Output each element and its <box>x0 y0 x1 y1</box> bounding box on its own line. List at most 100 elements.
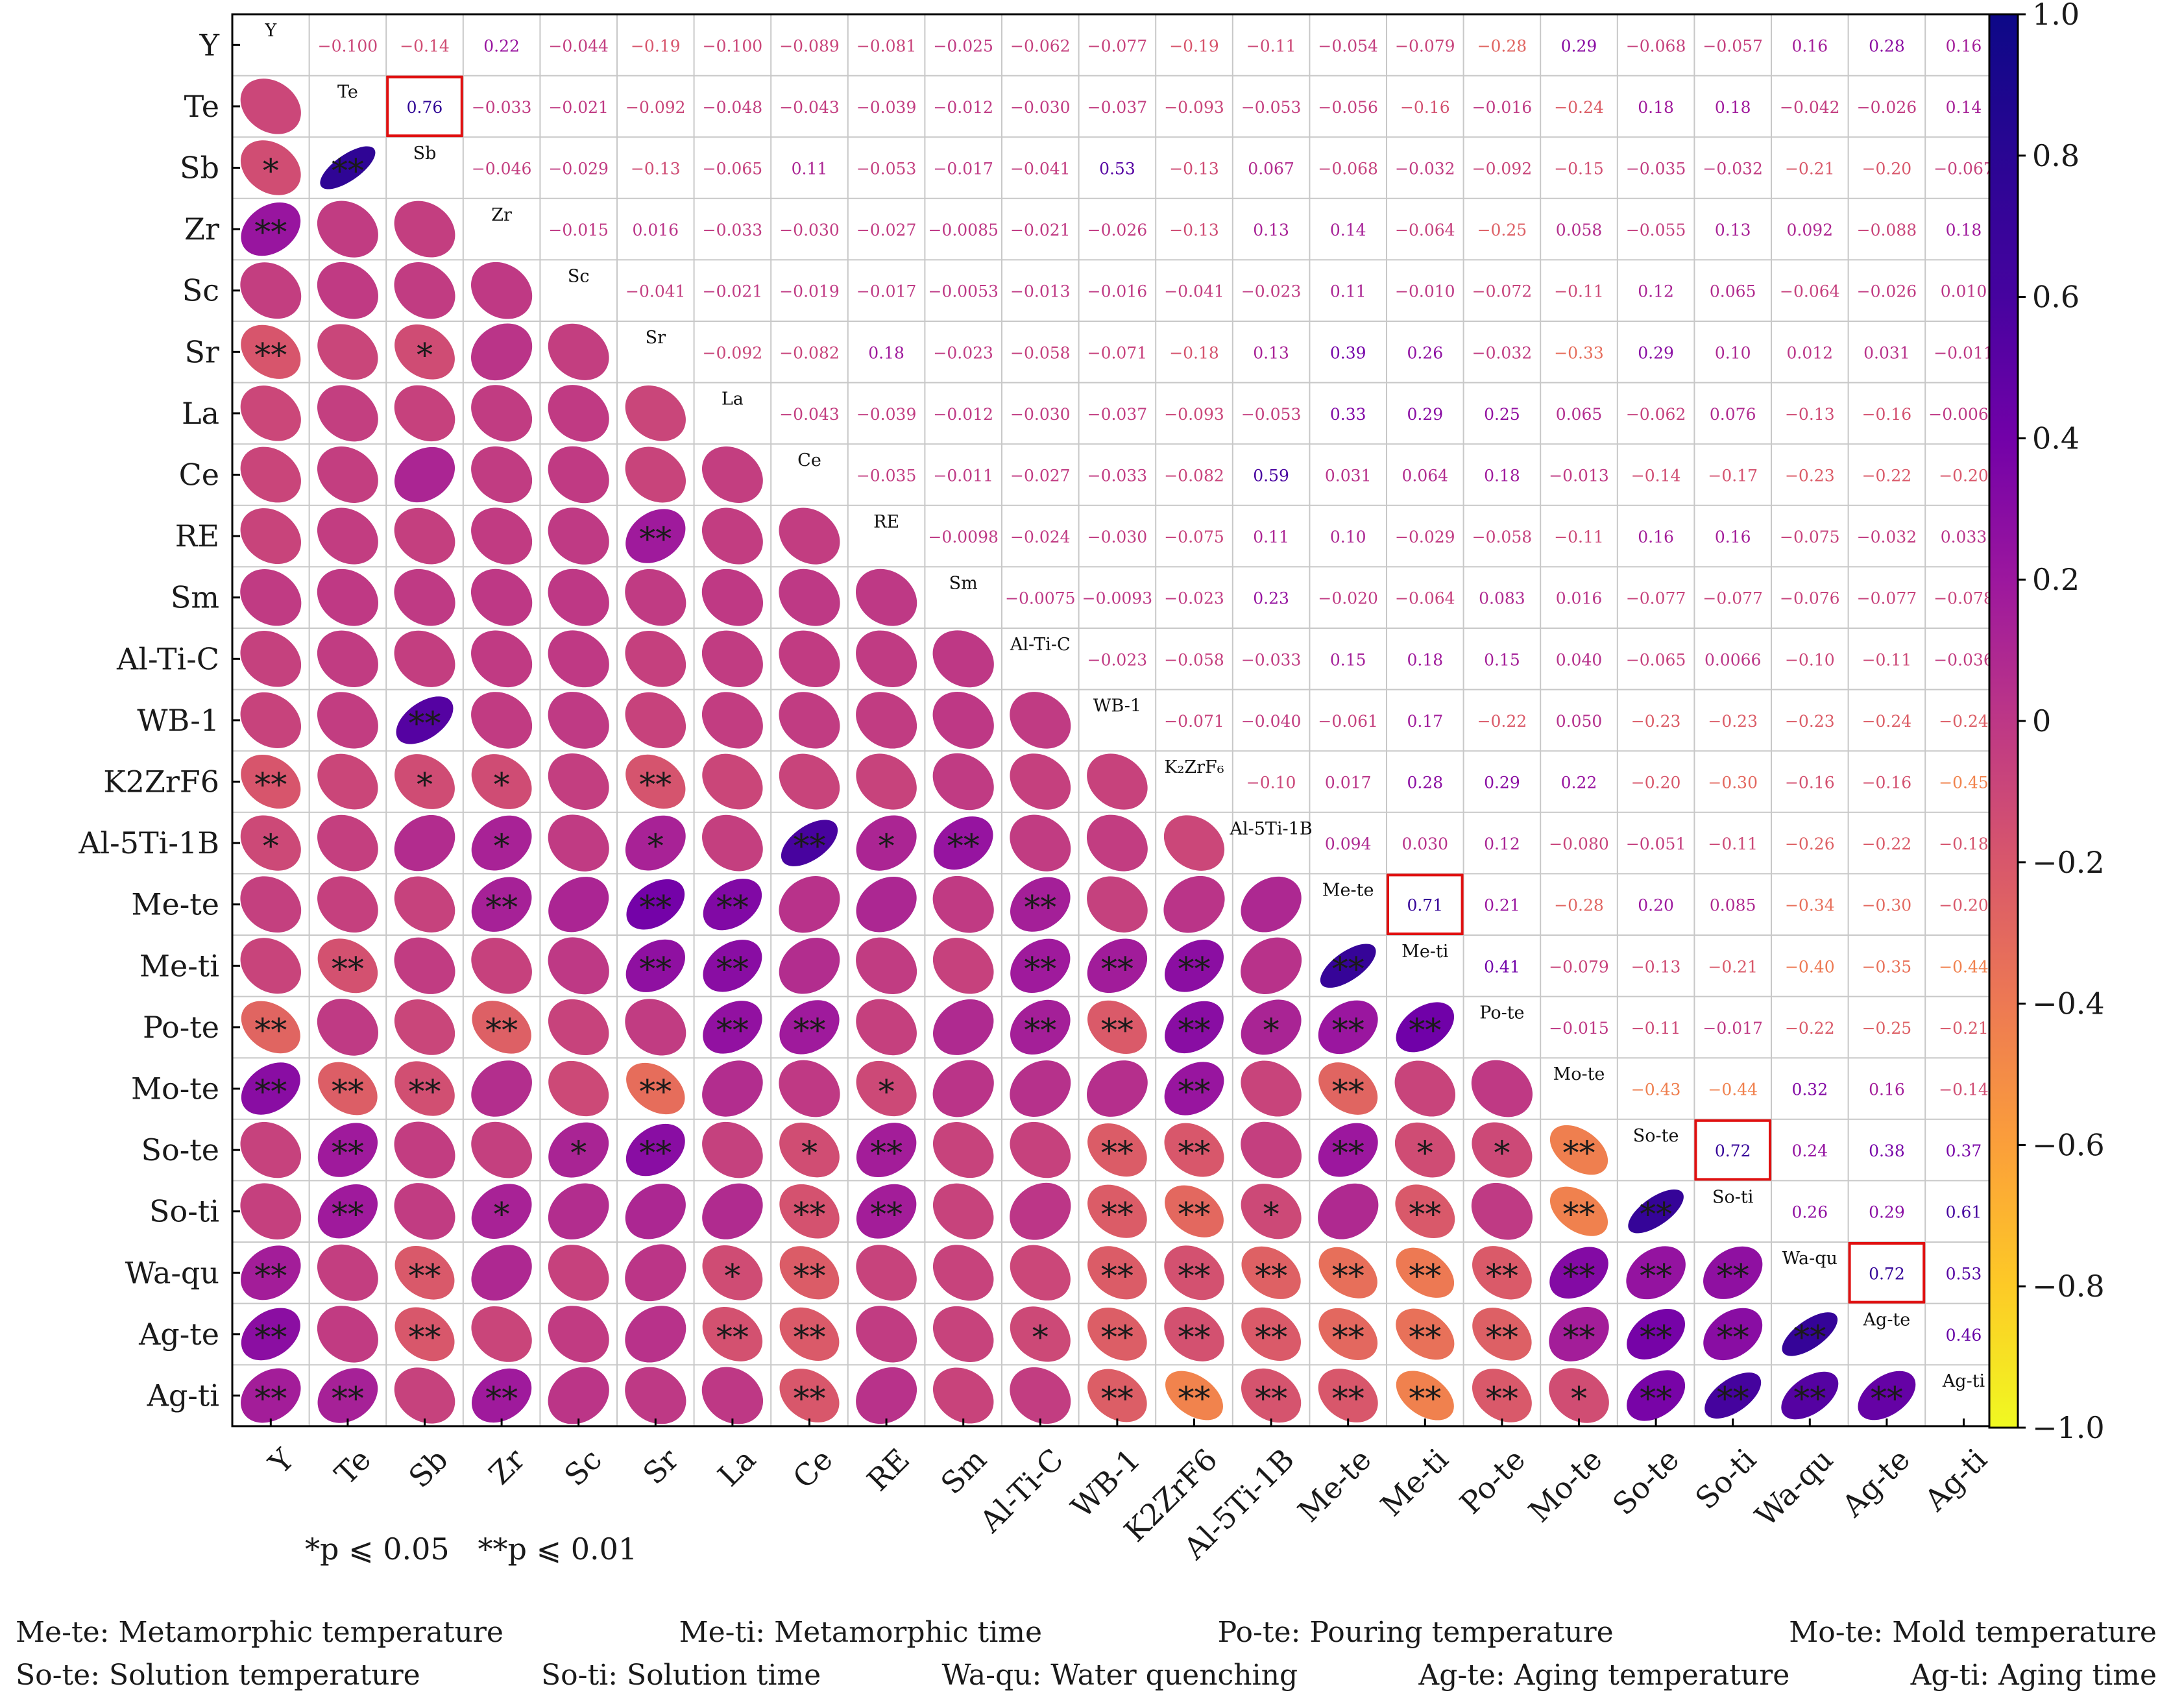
correlation-ellipse <box>548 814 609 872</box>
correlation-ellipse <box>317 876 378 933</box>
correlation-value: −0.18 <box>1939 835 1989 853</box>
significance-mark: ** <box>1563 1319 1595 1356</box>
correlation-ellipse <box>548 385 609 442</box>
correlation-value: 0.030 <box>1402 835 1449 853</box>
correlation-ellipse <box>1396 1002 1455 1053</box>
correlation-value: −0.013 <box>1549 467 1609 485</box>
correlation-ellipse <box>625 631 686 687</box>
significance-mark: ** <box>1640 1257 1672 1295</box>
correlation-ellipse <box>1318 1308 1378 1360</box>
correlation-value: 0.41 <box>1484 957 1520 976</box>
correlation-value: −0.033 <box>1087 467 1148 485</box>
x-tick-label: Wa-qu <box>1748 1442 1839 1533</box>
correlation-ellipse <box>1087 1369 1147 1422</box>
significance-mark: * <box>1263 1196 1280 1234</box>
correlation-ellipse <box>1627 1308 1686 1360</box>
correlation-value: −0.026 <box>1087 221 1148 239</box>
correlation-ellipse <box>240 631 302 687</box>
significance-mark: ** <box>1871 1380 1903 1418</box>
correlation-ellipse <box>548 937 609 995</box>
significance-mark: * <box>1494 1134 1510 1172</box>
significance-mark: * <box>417 336 433 374</box>
y-tick-label: Sc <box>182 273 219 308</box>
y-tick-label: Ce <box>179 458 219 493</box>
significance-mark: ** <box>332 1196 364 1234</box>
diagonal-label: Ag-ti <box>1942 1371 1985 1391</box>
correlation-ellipse <box>317 201 378 258</box>
correlation-ellipse <box>1395 1184 1455 1238</box>
correlation-value: −0.017 <box>1703 1019 1763 1038</box>
correlation-value: −0.037 <box>1087 98 1148 117</box>
correlation-value: 0.10 <box>1330 528 1366 546</box>
significance-mark: ** <box>639 950 672 988</box>
correlation-ellipse <box>1087 1000 1147 1055</box>
correlation-ellipse <box>1010 814 1071 872</box>
correlation-ellipse <box>932 1367 994 1424</box>
correlation-ellipse <box>1318 1369 1378 1422</box>
correlation-value: −0.043 <box>779 98 840 117</box>
significance-mark: ** <box>1101 1380 1134 1418</box>
correlation-ellipse <box>548 323 609 380</box>
x-tick-label: Al-Ti-C <box>973 1442 1071 1540</box>
correlation-ellipse <box>1010 1182 1071 1240</box>
correlation-ellipse <box>318 1062 378 1116</box>
correlation-value: 0.16 <box>1869 1080 1905 1099</box>
correlation-value: −0.24 <box>1554 98 1604 117</box>
correlation-value: −0.34 <box>1785 896 1835 915</box>
legend-entry: So-ti: Solution time <box>540 1659 821 1692</box>
correlation-value: −0.16 <box>1400 98 1450 117</box>
correlation-value: −0.027 <box>856 221 917 239</box>
correlation-ellipse <box>317 814 378 872</box>
significance-mark: ** <box>254 1012 287 1049</box>
correlation-ellipse <box>932 875 994 933</box>
correlation-ellipse <box>1163 815 1225 871</box>
correlation-ellipse <box>240 692 302 748</box>
correlation-ellipse <box>1318 1247 1377 1299</box>
correlation-ellipse <box>856 1306 917 1363</box>
correlation-ellipse <box>394 507 455 565</box>
correlation-value: −0.0098 <box>928 528 998 546</box>
p05-note: *p ⩽ 0.05 <box>305 1531 450 1567</box>
correlation-value: 0.22 <box>483 36 520 55</box>
correlation-ellipse <box>1549 1125 1608 1175</box>
correlation-value: −0.11 <box>1246 36 1296 55</box>
diagonal-label: Me-te <box>1322 880 1374 900</box>
significance-mark: ** <box>1332 1073 1364 1111</box>
correlation-ellipse <box>932 1245 994 1301</box>
correlation-ellipse <box>240 508 301 565</box>
correlation-value: −0.081 <box>856 36 917 55</box>
correlation-ellipse <box>702 1121 763 1178</box>
correlation-ellipse <box>702 814 763 872</box>
correlation-value: −0.0093 <box>1082 589 1152 608</box>
correlation-value: −0.036 <box>1934 650 1994 669</box>
correlation-value: −0.046 <box>472 160 532 178</box>
correlation-ellipse <box>1087 938 1148 994</box>
correlation-value: −0.21 <box>1708 957 1758 976</box>
diagonal-label: La <box>722 389 744 409</box>
correlation-ellipse <box>1241 937 1302 994</box>
y-tick-label: So-ti <box>149 1194 219 1229</box>
correlation-ellipse <box>856 1184 917 1239</box>
correlation-value: −0.016 <box>1087 282 1148 301</box>
correlation-value: 0.24 <box>1791 1141 1828 1160</box>
correlation-value: −0.032 <box>1472 343 1533 362</box>
correlation-ellipse <box>394 1246 455 1300</box>
correlation-ellipse <box>1549 1368 1609 1423</box>
correlation-ellipse <box>471 754 532 809</box>
correlation-value: −0.35 <box>1862 957 1912 976</box>
abbreviation-legend-line-1: Me-te: Metamorphic temperature Me-ti: Me… <box>16 1616 2157 1649</box>
correlation-value: −0.100 <box>318 36 378 55</box>
colorbar-tick-label: 0.8 <box>2032 138 2080 173</box>
legend-entry: Wa-qu: Water quenching <box>941 1659 1298 1692</box>
correlation-value: 0.11 <box>1253 528 1289 546</box>
x-tick-label: Me-ti <box>1374 1442 1455 1523</box>
correlation-value: 0.18 <box>868 343 904 362</box>
significance-mark: ** <box>332 1380 364 1418</box>
significance-mark: ** <box>1332 1319 1364 1356</box>
correlation-value: −0.012 <box>933 98 993 117</box>
significance-mark: ** <box>1024 950 1056 988</box>
correlation-value: −0.058 <box>1010 343 1071 362</box>
correlation-value: −0.058 <box>1164 650 1224 669</box>
correlation-value: −0.041 <box>1010 160 1071 178</box>
correlation-value: 0.16 <box>1946 36 1982 55</box>
